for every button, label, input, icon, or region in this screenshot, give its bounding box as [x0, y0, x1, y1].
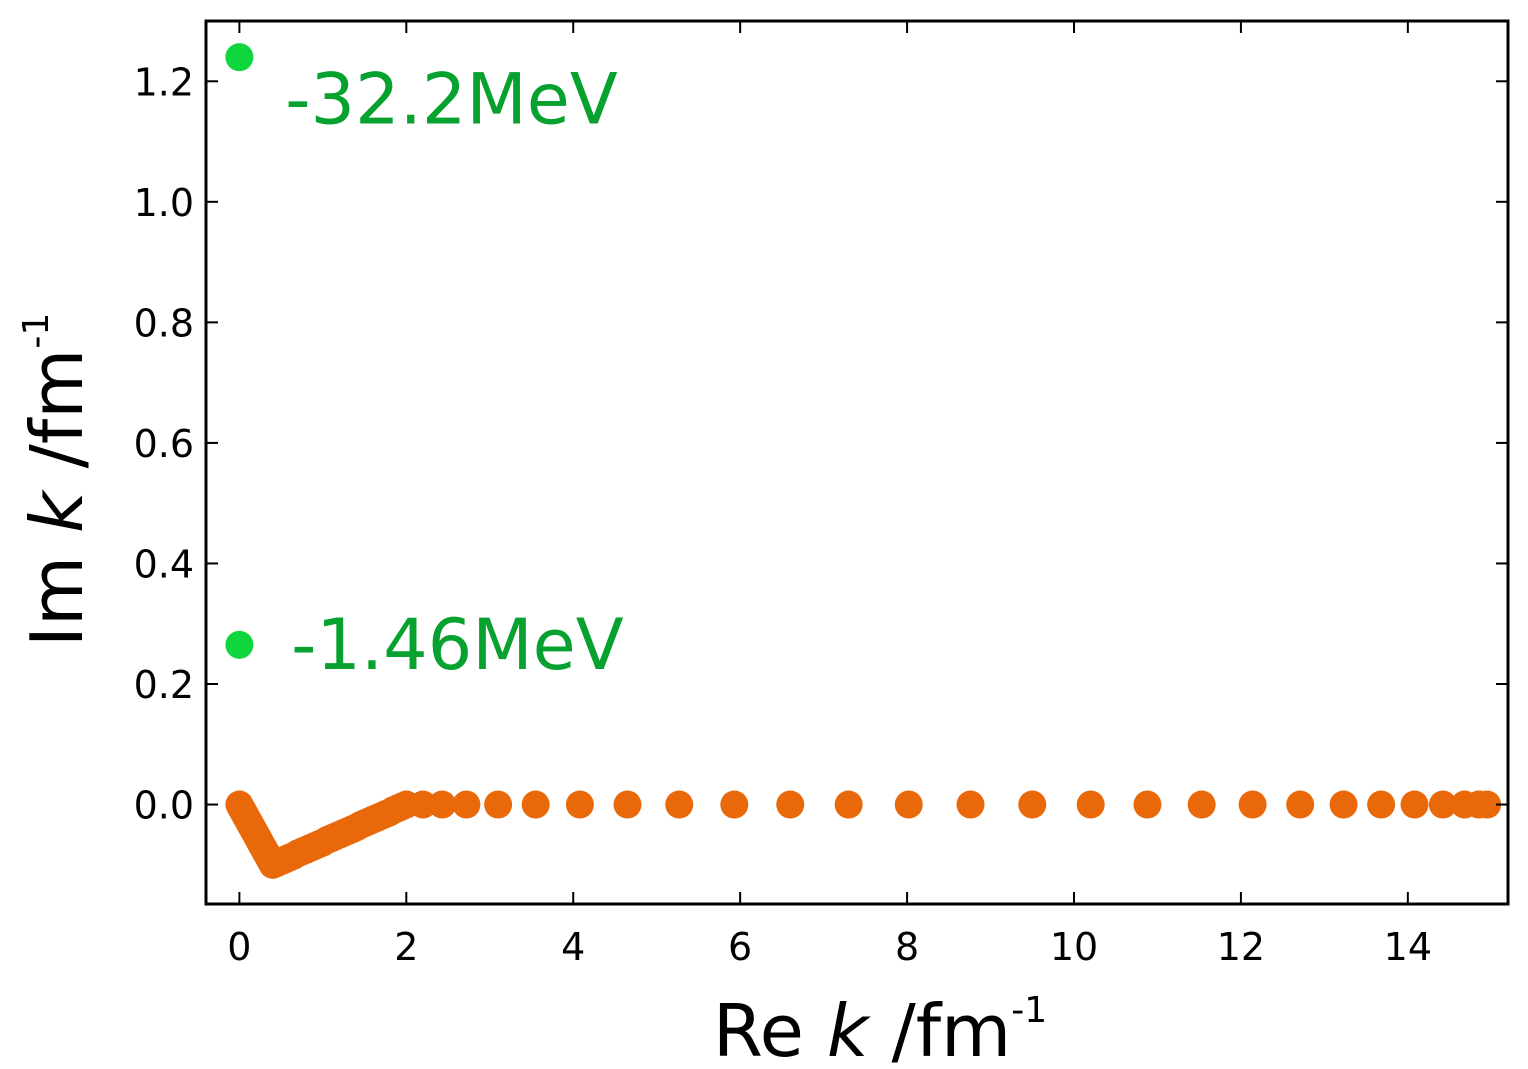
x-tick-label: 10: [1050, 925, 1098, 969]
contour-point: [484, 790, 513, 819]
bound-state-points: [225, 43, 254, 659]
y-tick-label: 0.6: [134, 422, 194, 466]
contour-point: [428, 790, 457, 819]
x-ticks: 0 2 4 6 8 10 12 14: [227, 21, 1432, 969]
contour-point: [521, 790, 550, 819]
contour-point: [1076, 790, 1105, 819]
bound-point: [225, 43, 254, 72]
contour-point: [613, 790, 642, 819]
contour-points: [225, 790, 1502, 879]
y-tick-label: 1.2: [134, 60, 194, 104]
y-axis-label: Im k /fm-1: [15, 313, 99, 648]
contour-point: [1367, 790, 1396, 819]
x-tick-label: 12: [1217, 925, 1265, 969]
contour-point: [565, 790, 594, 819]
y-axis-label-prefix: Im: [15, 533, 99, 647]
contour-point: [1400, 790, 1429, 819]
contour-point: [894, 790, 923, 819]
x-tick-label: 2: [394, 925, 418, 969]
x-tick-label: 14: [1384, 925, 1432, 969]
contour-point: [834, 790, 863, 819]
annotations: -32.2MeV -1.46MeV: [285, 58, 623, 685]
contour-point: [720, 790, 749, 819]
y-tick-label: 0.0: [134, 784, 194, 828]
energy-annotation: -32.2MeV: [285, 58, 618, 140]
x-axis-label: Re k /fm-1: [713, 989, 1047, 1069]
plot-frame: [204, 19, 1510, 906]
x-axis-label-unit: /fm: [869, 989, 1012, 1069]
contour-point: [1018, 790, 1047, 819]
contour-point: [1473, 790, 1502, 819]
y-tick-label: 0.2: [134, 663, 194, 707]
x-tick-label: 4: [561, 925, 585, 969]
energy-annotation: -1.46MeV: [291, 604, 624, 686]
x-axis-label-var: k: [827, 989, 872, 1069]
contour-point: [452, 790, 481, 819]
y-tick-label: 0.4: [134, 542, 194, 586]
x-tick-label: 0: [227, 925, 251, 969]
x-tick-label: 8: [895, 925, 919, 969]
y-ticks: 0.0 0.2 0.4 0.6 0.8 1.0 1.2: [134, 60, 1508, 828]
contour-point: [1428, 790, 1457, 819]
y-axis-label-exp: -1: [16, 313, 57, 349]
x-axis-label-prefix: Re: [713, 989, 827, 1069]
y-tick-label: 0.8: [134, 301, 194, 345]
y-axis-label-var: k: [15, 488, 99, 533]
contour-point: [1187, 790, 1216, 819]
x-axis-label-exp: -1: [1011, 990, 1047, 1031]
contour-point: [1238, 790, 1267, 819]
contour-point: [956, 790, 985, 819]
x-tick-label: 6: [728, 925, 752, 969]
y-tick-label: 1.0: [134, 181, 194, 225]
contour-point: [1329, 790, 1358, 819]
bound-point: [225, 630, 254, 659]
contour-point: [665, 790, 694, 819]
contour-point: [776, 790, 805, 819]
contour-point: [1286, 790, 1315, 819]
contour-point: [1133, 790, 1162, 819]
contour-point: [409, 790, 437, 819]
y-axis-label-unit: /fm: [15, 349, 99, 492]
